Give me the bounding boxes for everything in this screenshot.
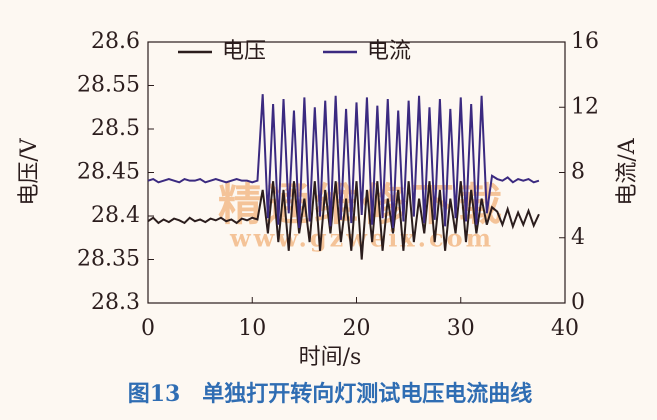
caption: 图13 单独打开转向灯测试电压电流曲线 <box>128 381 533 407</box>
y-tick-label: 28.55 <box>77 73 140 98</box>
legend-label: 电流 <box>367 39 411 64</box>
x-tick-label: 30 <box>447 316 475 341</box>
y2-tick-label: 8 <box>571 160 585 185</box>
y-tick-label: 28.35 <box>77 247 140 272</box>
y-tick-label: 28.4 <box>91 203 140 228</box>
y2-tick-label: 16 <box>571 29 599 54</box>
x-tick-label: 10 <box>238 316 266 341</box>
x-tick-label: 20 <box>343 316 371 341</box>
y-tick-label: 28.6 <box>91 29 140 54</box>
plot-frame <box>147 41 566 304</box>
y2-axis-label: 电流/A <box>615 137 640 205</box>
series-line <box>147 94 540 229</box>
x-axis-label: 时间/s <box>299 345 362 370</box>
y-tick-label: 28.3 <box>91 290 140 315</box>
y-axis-label: 电压/V <box>17 137 42 205</box>
x-tick-label: 40 <box>551 316 579 341</box>
y-tick-label: 28.45 <box>77 160 140 185</box>
series-line <box>147 181 540 260</box>
y2-tick-label: 4 <box>571 225 585 250</box>
y2-tick-label: 12 <box>571 94 599 119</box>
legend-label: 电压 <box>222 39 266 64</box>
y2-tick-label: 0 <box>571 290 585 315</box>
x-tick-label: 0 <box>141 316 155 341</box>
y-tick-label: 28.5 <box>91 116 140 141</box>
